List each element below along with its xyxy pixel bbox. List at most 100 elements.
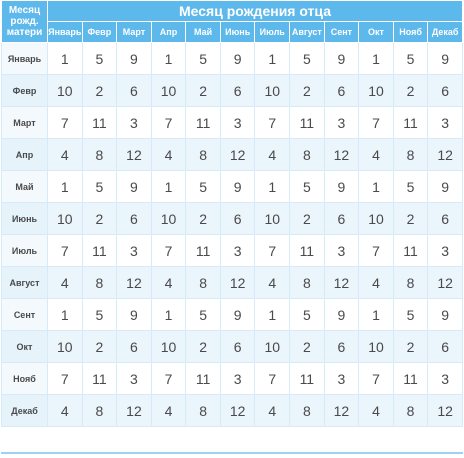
father-month-header-cell: Январь <box>47 21 83 43</box>
table-cell: 9 <box>427 170 463 203</box>
table-cell: 7 <box>150 234 187 267</box>
table-cell: 6 <box>219 74 256 107</box>
table-row: Сент 1 5 9 1 5 9 1 5 9 1 5 9 <box>1 298 463 331</box>
father-month-header-cell: Август <box>289 21 325 43</box>
table-cell: 7 <box>47 106 83 139</box>
table-row: Февр 10 2 6 10 2 6 10 2 6 10 2 6 <box>1 74 463 107</box>
table-cell: 5 <box>81 42 118 75</box>
table-cell: 8 <box>289 266 325 299</box>
table-body: Январь 1 5 9 1 5 9 1 5 9 1 5 9 Февр 10 2 6 10 2 6 10 2 6 10 2 6 Ма… <box>1 42 463 427</box>
table-cell: 11 <box>81 362 118 395</box>
corner-label-line-2: рожд. <box>10 16 39 27</box>
father-month-header: Месяц рождения отца <box>47 0 463 22</box>
table-cell: 3 <box>116 234 152 267</box>
table-cell: 5 <box>185 298 221 331</box>
table-cell: 2 <box>289 202 325 235</box>
table-cell: 10 <box>47 202 83 235</box>
table-cell: 9 <box>427 42 463 75</box>
table-cell: 6 <box>427 330 463 363</box>
table-cell: 1 <box>358 42 394 75</box>
table-cell: 1 <box>47 170 83 203</box>
table-cell: 2 <box>289 330 325 363</box>
mother-month-label: Июль <box>1 234 48 267</box>
table-cell: 8 <box>392 138 429 171</box>
table-cell: 3 <box>116 106 152 139</box>
father-month-header-cell: Июнь <box>219 21 256 43</box>
mother-month-label: Апр <box>1 138 48 171</box>
table-cell: 1 <box>150 42 187 75</box>
table-cell: 11 <box>289 106 325 139</box>
table-cell: 11 <box>185 106 221 139</box>
table-row: Июнь 10 2 6 10 2 6 10 2 6 10 2 6 <box>1 202 463 235</box>
table-cell: 12 <box>323 394 360 427</box>
table-cell: 4 <box>150 394 187 427</box>
table-cell: 3 <box>427 362 463 395</box>
table-cell: 12 <box>427 138 463 171</box>
table-cell: 12 <box>427 394 463 427</box>
table-cell: 9 <box>323 42 360 75</box>
table-cell: 2 <box>81 74 118 107</box>
table-cell: 2 <box>81 202 118 235</box>
table-cell: 6 <box>219 202 256 235</box>
table-cell: 8 <box>185 394 221 427</box>
table-cell: 1 <box>254 42 291 75</box>
table-cell: 6 <box>323 74 360 107</box>
table-cell: 9 <box>219 298 256 331</box>
table-cell: 1 <box>358 298 394 331</box>
father-month-header-cell: Апр <box>150 21 187 43</box>
table-cell: 6 <box>323 202 360 235</box>
table-cell: 1 <box>150 170 187 203</box>
table-cell: 6 <box>427 202 463 235</box>
table-cell: 5 <box>185 42 221 75</box>
table-cell: 2 <box>185 202 221 235</box>
table-cell: 1 <box>358 170 394 203</box>
table-cell: 11 <box>289 362 325 395</box>
table-cell: 3 <box>427 106 463 139</box>
table-cell: 10 <box>254 330 291 363</box>
table-cell: 8 <box>81 138 118 171</box>
table-cell: 11 <box>392 106 429 139</box>
table-cell: 7 <box>358 234 394 267</box>
table-row: Март 7 11 3 7 11 3 7 11 3 7 11 3 <box>1 106 463 139</box>
corner-label-line-1: Месяц <box>8 5 41 16</box>
table-cell: 8 <box>81 266 118 299</box>
table-row: Январь 1 5 9 1 5 9 1 5 9 1 5 9 <box>1 42 463 75</box>
mother-month-label: Январь <box>1 42 48 75</box>
table-cell: 2 <box>392 202 429 235</box>
table-cell: 11 <box>392 362 429 395</box>
table-cell: 10 <box>358 330 394 363</box>
table-cell: 5 <box>289 298 325 331</box>
table-cell: 4 <box>254 266 291 299</box>
table-cell: 3 <box>219 106 256 139</box>
table-cell: 12 <box>219 394 256 427</box>
table-cell: 7 <box>358 362 394 395</box>
table-cell: 10 <box>150 202 187 235</box>
table-cell: 4 <box>254 394 291 427</box>
table-cell: 7 <box>47 362 83 395</box>
table-wrapper: Месяц рожд. матери Месяц рождения отца Я… <box>1 0 463 427</box>
table-cell: 1 <box>47 42 83 75</box>
table-cell: 1 <box>47 298 83 331</box>
table-cell: 5 <box>392 298 429 331</box>
table-row: Нояб 7 11 3 7 11 3 7 11 3 7 11 3 <box>1 362 463 395</box>
table-cell: 7 <box>150 106 187 139</box>
table-cell: 12 <box>427 266 463 299</box>
table-cell: 9 <box>323 298 360 331</box>
table-cell: 10 <box>358 74 394 107</box>
table-cell: 4 <box>150 266 187 299</box>
bottom-divider <box>1 452 463 454</box>
table-cell: 9 <box>323 170 360 203</box>
father-month-header-cell: Июль <box>254 21 291 43</box>
table-cell: 7 <box>47 234 83 267</box>
table-cell: 3 <box>323 362 360 395</box>
table-cell: 2 <box>81 330 118 363</box>
table-cell: 9 <box>219 170 256 203</box>
table-cell: 4 <box>47 138 83 171</box>
table-cell: 5 <box>81 170 118 203</box>
mother-month-label: Февр <box>1 74 48 107</box>
table-row: Май 1 5 9 1 5 9 1 5 9 1 5 9 <box>1 170 463 203</box>
table-cell: 4 <box>47 394 83 427</box>
table-cell: 2 <box>185 74 221 107</box>
table-cell: 4 <box>358 138 394 171</box>
table-cell: 11 <box>81 234 118 267</box>
